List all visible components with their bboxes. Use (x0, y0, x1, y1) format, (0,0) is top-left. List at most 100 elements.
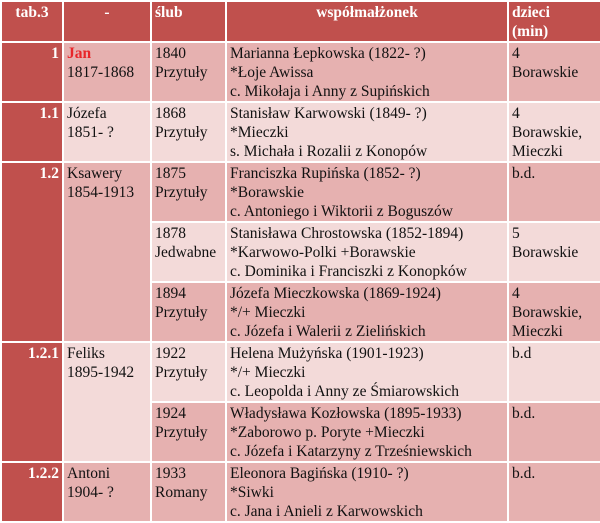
header-children-l1: dzieci (512, 4, 550, 21)
children-line: 4 (512, 45, 520, 62)
table-row: 1 Jan 1817-1868 1840 Przytuły Marianna Łepkow… (0, 41, 600, 103)
person-name: Feliks (67, 345, 105, 362)
person-years: 1895-1942 (67, 364, 135, 381)
marriage-place: Jedwabne (155, 244, 217, 261)
person-years: 1904- ? (67, 484, 114, 501)
spouse-cell: Helena Mużyńska (1901-1923) */+ Mieczki c.… (225, 341, 509, 403)
marriage-year: 1875 (155, 165, 186, 182)
table-row: 1.1 Józefa 1851- ? 1868 Przytuły Stanisław Ka… (0, 101, 600, 163)
spouse-origin: *Borawskie (230, 184, 305, 201)
spouse-spouse: Franciszka Rupińska (1852- ?) (230, 165, 421, 182)
children-line: 4 (512, 285, 520, 302)
marriage-cell: 1868 Przytuły (150, 101, 227, 163)
marriage-place: Przytuły (155, 304, 208, 321)
spouse-cell: Władysława Kozłowska (1895-1933) *Zaborow… (225, 401, 509, 463)
marriage-place: Przytuły (155, 424, 208, 441)
spouse-spouse: Eleonora Bagińska (1910- ?) (230, 465, 409, 482)
person-number: 1 (51, 45, 59, 62)
person-cell: Antoni 1904- ? (62, 461, 152, 523)
person-number-cell: 1.2 (0, 161, 64, 343)
spouse-spouse: Marianna Łepkowska (1822- ?) (230, 45, 426, 62)
spouse-parents: c. Mikołaja i Anny z Supińskich (230, 83, 430, 100)
person-number: 1.1 (39, 105, 59, 122)
spouse-cell: Franciszka Rupińska (1852- ?) *Borawskie c… (225, 161, 509, 223)
spouse-parents: s. Michała i Rozalii z Konopów (230, 143, 428, 160)
marriage-place: Przytuły (155, 184, 208, 201)
person-name: Józefa (67, 105, 107, 122)
header-slub: ślub (150, 0, 227, 43)
spouse-origin: */+ Mieczki (230, 364, 306, 381)
marriage-year: 1868 (155, 105, 186, 122)
spouse-parents: c. Józefa i Katarzyny z Trześniewskich (230, 443, 472, 460)
spouse-spouse: Stanisława Chrostowska (1852-1894) (230, 225, 464, 242)
spouse-spouse: Stanisław Karwowski (1849- ?) (230, 105, 427, 122)
marriage-cell: 1840 Przytuły (150, 41, 227, 103)
children-line: Borawskie, (512, 304, 583, 321)
marriage-year: 1840 (155, 45, 186, 62)
marriage-place: Romany (155, 484, 208, 501)
header-spouse: współmałżonek (225, 0, 509, 43)
spouse-spouse: Józefa Mieczkowska (1869-1924) (230, 285, 441, 302)
marriage-year: 1933 (155, 465, 186, 482)
spouse-cell: Stanisława Chrostowska (1852-1894) *Karwo… (225, 221, 509, 283)
spouse-origin: *Karwowo-Polki +Borawskie (230, 244, 416, 261)
person-number: 1.2 (39, 165, 59, 182)
spouse-cell: Marianna Łepkowska (1822- ?) *Łoje Awissa… (225, 41, 509, 103)
children-line: b.d. (512, 405, 536, 422)
marriage-year: 1894 (155, 285, 186, 302)
header-row: tab.3 - ślub współmałżonek dzieci (min) (0, 0, 600, 43)
header-tab: tab.3 (0, 0, 64, 43)
marriage-cell: 1924 Przytuły (150, 401, 227, 463)
table-row: 1894 Przytuły Józefa Mieczkowska (1869-192… (1, 281, 600, 343)
person-number-cell: 1.2.2 (0, 461, 64, 523)
children-line: Mieczki (512, 143, 563, 160)
spouse-origin: *Siwki (230, 484, 274, 501)
table-row: 1924 Przytuły Władysława Kozłowska (1895-1… (1, 401, 600, 463)
person-number-cell: 1.2.1 (0, 341, 64, 463)
spouse-spouse: Helena Mużyńska (1901-1923) (230, 345, 424, 362)
marriage-cell: 1875 Przytuły (150, 161, 227, 223)
children-cell: 4 Borawskie, Mieczki (507, 281, 600, 343)
children-line: b.d (512, 345, 532, 362)
spouse-cell: Eleonora Bagińska (1910- ?) *Siwki c. Jana… (225, 461, 509, 523)
person-years: 1817-1868 (67, 64, 135, 81)
children-line: Borawskie, (512, 124, 583, 141)
children-line: b.d. (512, 465, 536, 482)
person-number-cell: 1 (0, 41, 64, 103)
marriage-year: 1878 (155, 225, 186, 242)
spouse-cell: Stanisław Karwowski (1849- ?) *Mieczki s. … (225, 101, 509, 163)
person-cell: Józefa 1851- ? (62, 101, 152, 163)
marriage-cell: 1933 Romany (150, 461, 227, 523)
marriage-year: 1922 (155, 345, 186, 362)
person-name: Ksawery (67, 165, 123, 182)
header-children: dzieci (min) (507, 0, 600, 43)
marriage-cell: 1878 Jedwabne (150, 221, 227, 283)
children-cell: b.d. (507, 401, 600, 463)
children-line: Borawskie (512, 244, 579, 261)
spouse-parents: c. Antoniego i Wiktorii z Boguszów (230, 203, 453, 220)
marriage-cell: 1922 Przytuły (150, 341, 227, 403)
marriage-place: Przytuły (155, 364, 208, 381)
spouse-parents: c. Józefa i Walerii z Zielińskich (230, 323, 426, 340)
person-number: 1.2.2 (28, 465, 59, 482)
person-name: Antoni (67, 465, 111, 482)
marriage-place: Przytuły (155, 64, 208, 81)
children-cell: 4 Borawskie, Mieczki (507, 101, 600, 163)
person-years: 1851- ? (67, 124, 114, 141)
spouse-origin: *Mieczki (230, 124, 289, 141)
person-cell: Feliks 1895-1942 (62, 341, 152, 463)
spouse-parents: c. Dominika i Franciszki z Konopków (230, 263, 467, 280)
table-row: 1.2 Ksawery 1854-1913 1875 Przytuły Franciszk… (0, 161, 600, 343)
spouse-cell: Józefa Mieczkowska (1869-1924) */+ Mieczk… (225, 281, 509, 343)
spouse-parents: c. Jana i Anieli z Karwowskich (230, 503, 423, 520)
spouse-spouse: Władysława Kozłowska (1895-1933) (230, 405, 462, 422)
table-row: 1.2.2 Antoni 1904- ? 1933 Romany Eleonora Bag… (0, 461, 600, 523)
person-years: 1854-1913 (67, 184, 135, 201)
children-line: Borawskie (512, 64, 579, 81)
children-line: Mieczki (512, 323, 563, 340)
marriage-year: 1924 (155, 405, 186, 422)
spouse-origin: *Łoje Awissa (230, 64, 314, 81)
person-number: 1.2.1 (28, 345, 59, 362)
person-name: Jan (67, 45, 92, 62)
